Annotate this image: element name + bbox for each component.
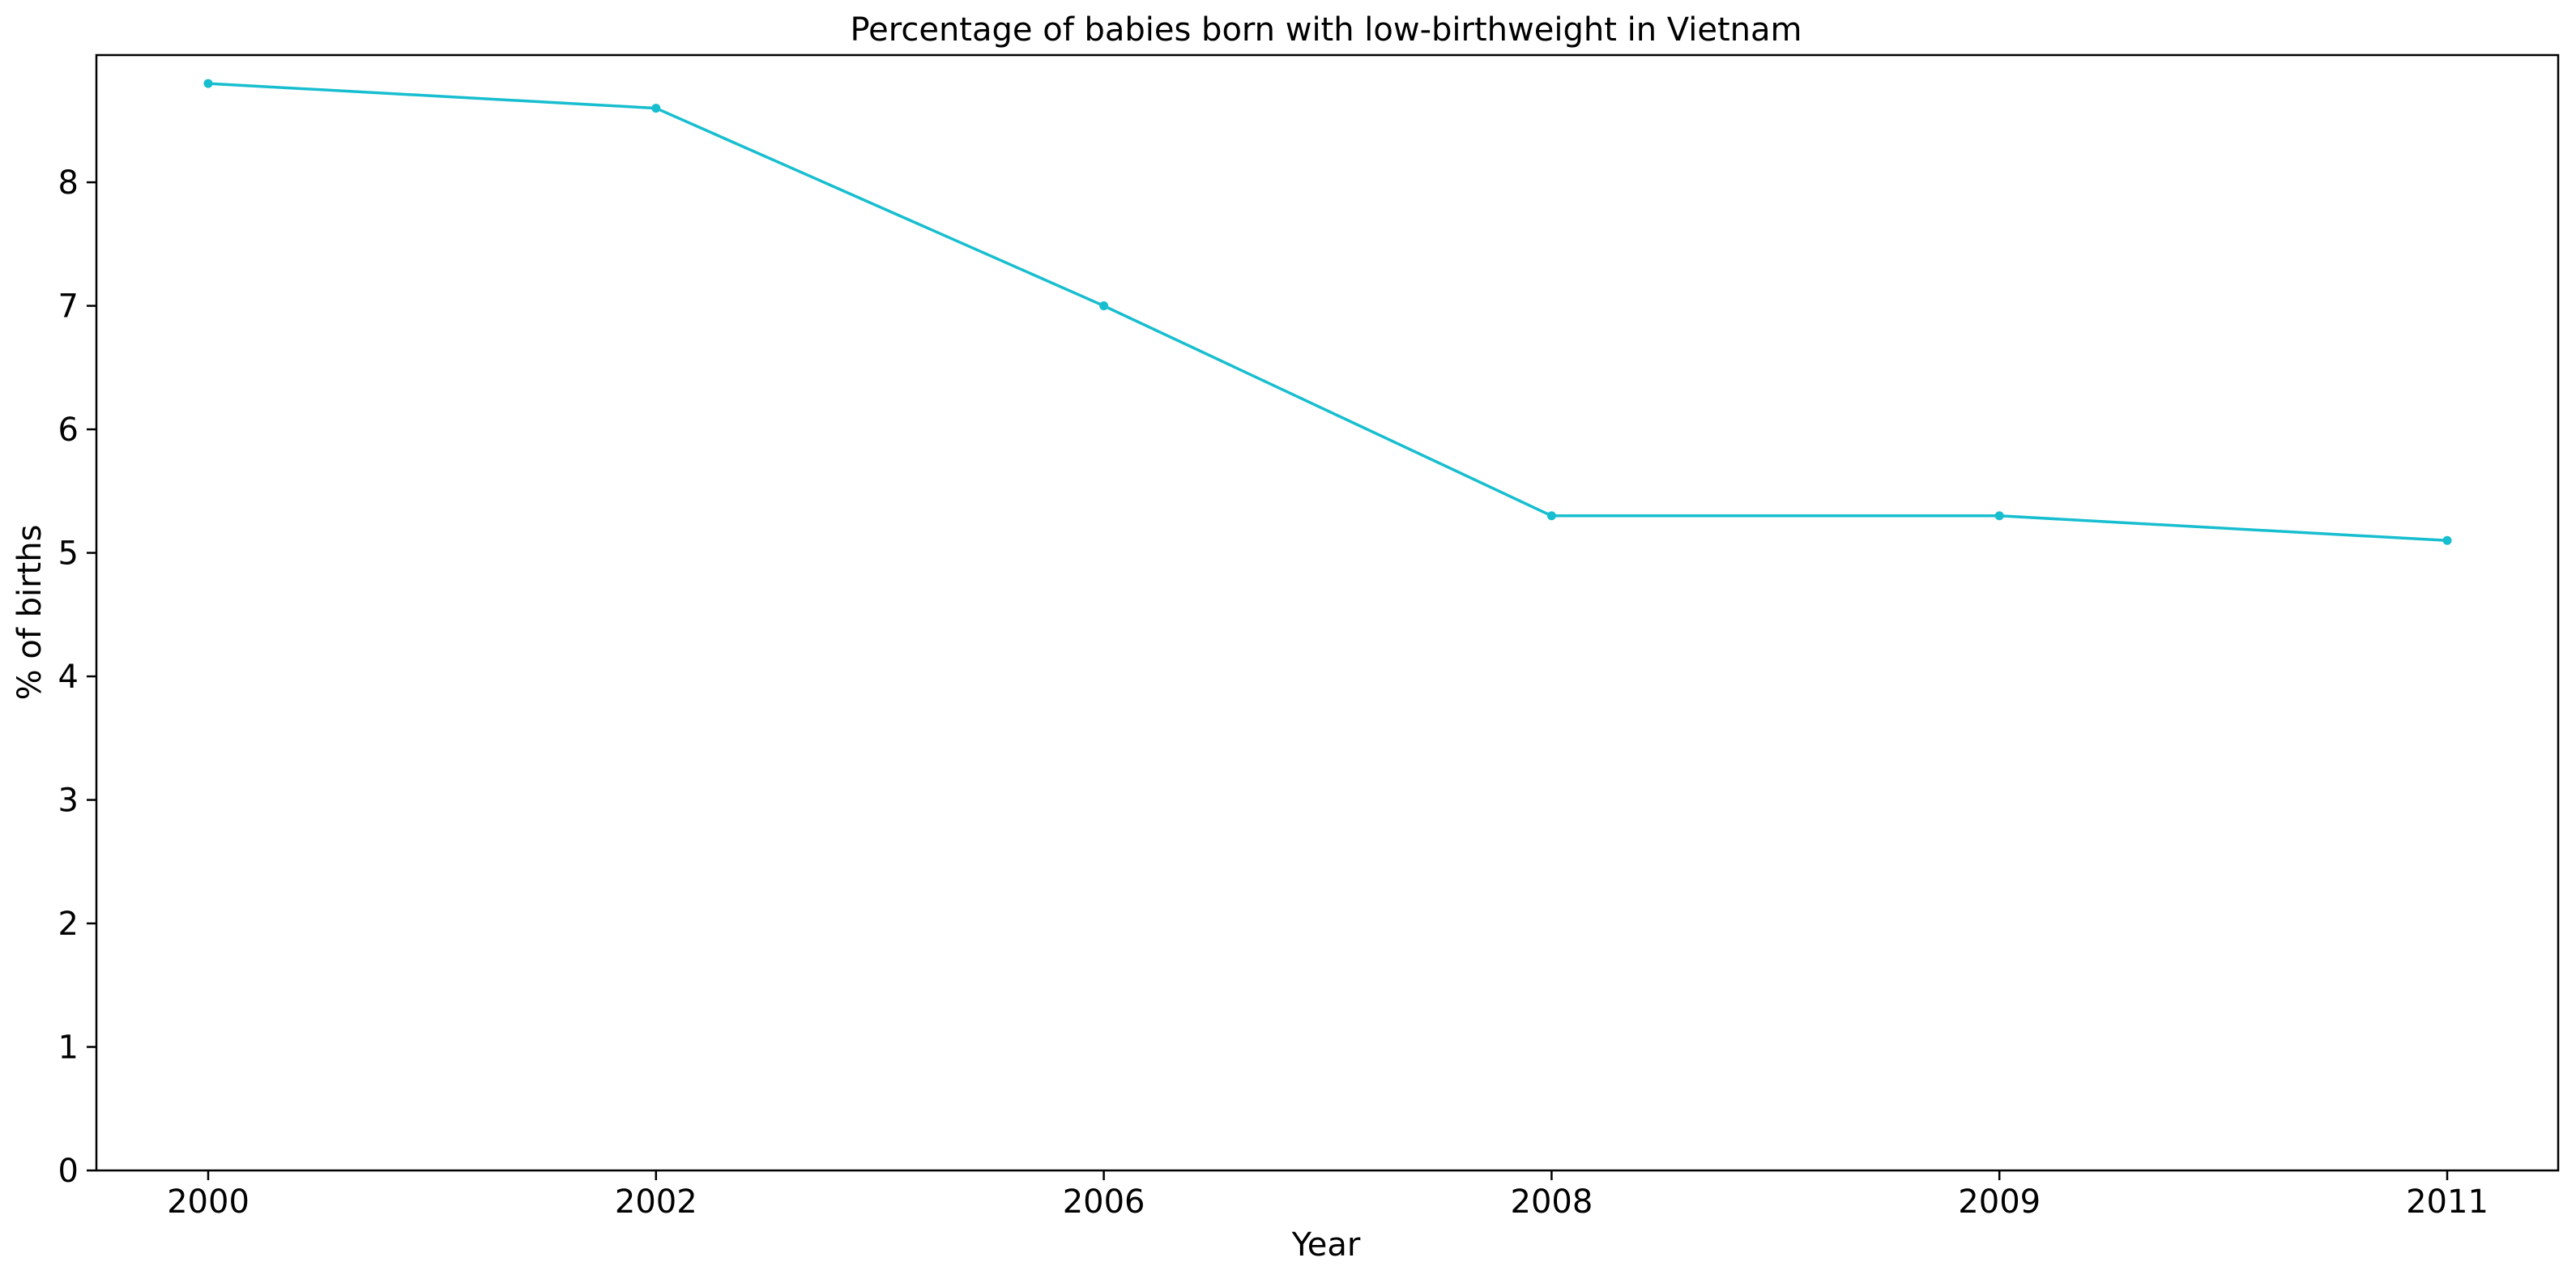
series-layer xyxy=(203,79,2452,545)
data-point xyxy=(1546,511,1556,521)
data-point xyxy=(1099,301,1109,311)
x-tick-label: 2009 xyxy=(1958,1183,2041,1221)
chart-title: Percentage of babies born with low-birth… xyxy=(850,11,1802,49)
data-point xyxy=(203,79,213,88)
axes-frame xyxy=(95,53,2560,1172)
series-line xyxy=(207,82,2448,543)
y-axis-label: % of births xyxy=(11,525,49,701)
x-axis-label: Year xyxy=(1291,1226,1361,1264)
data-point xyxy=(651,104,661,113)
y-tick-label: 5 xyxy=(58,535,79,573)
x-axis: 2000 2002 2006 2008 2009 2011 xyxy=(167,1170,2489,1221)
y-tick-label: 8 xyxy=(58,164,79,202)
x-tick-label: 2011 xyxy=(2406,1183,2489,1221)
plot-area: 0 1 2 3 4 5 6 7 8 2000 2002 2006 2008 2009 2011 xyxy=(58,53,2560,1221)
x-tick-label: 2000 xyxy=(167,1183,249,1221)
y-axis: 0 1 2 3 4 5 6 7 8 xyxy=(58,164,96,1190)
x-tick-label: 2002 xyxy=(615,1183,697,1221)
y-tick-label: 3 xyxy=(58,782,79,820)
x-tick-label: 2006 xyxy=(1063,1183,1145,1221)
y-tick-label: 4 xyxy=(58,659,79,696)
data-point xyxy=(1994,511,2004,521)
y-tick-label: 6 xyxy=(58,411,79,449)
y-tick-label: 1 xyxy=(58,1030,79,1067)
data-point xyxy=(2442,535,2452,545)
y-tick-label: 0 xyxy=(58,1153,79,1190)
y-tick-label: 2 xyxy=(58,906,79,943)
y-tick-label: 7 xyxy=(58,288,79,326)
x-tick-label: 2008 xyxy=(1511,1183,1593,1221)
